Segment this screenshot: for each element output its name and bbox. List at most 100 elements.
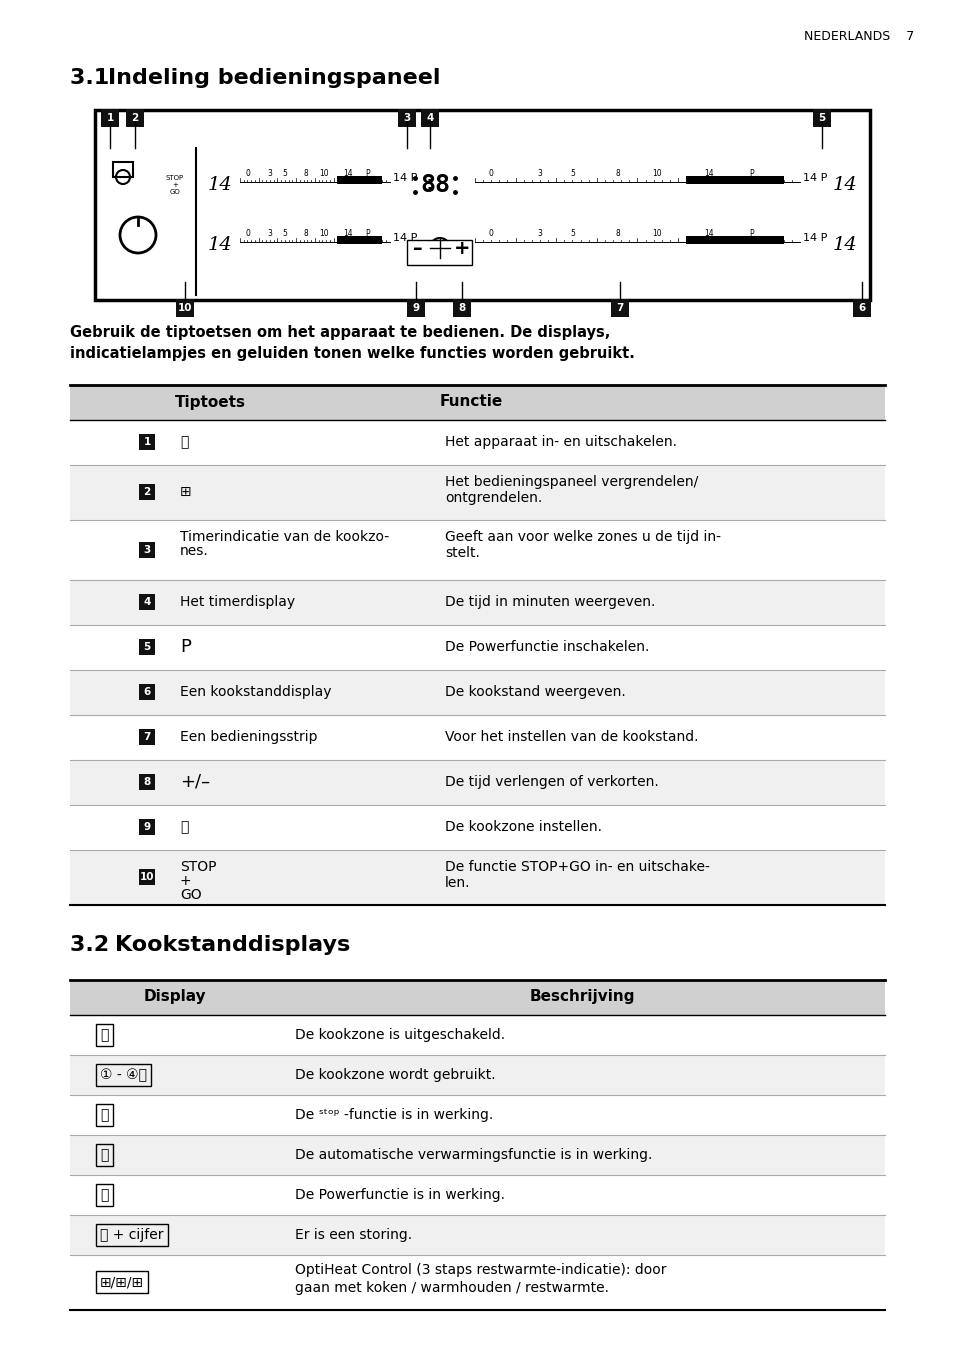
- Text: 3: 3: [537, 169, 542, 178]
- Text: 14: 14: [343, 230, 353, 238]
- Text: ontgrendelen.: ontgrendelen.: [444, 491, 541, 506]
- Text: 88: 88: [419, 173, 450, 197]
- Bar: [70, 850, 884, 904]
- Text: 7: 7: [143, 731, 151, 742]
- Text: OptiHeat Control (3 staps restwarmte-indicatie): door: OptiHeat Control (3 staps restwarmte-ind…: [294, 1263, 666, 1278]
- Text: De kookstand weergeven.: De kookstand weergeven.: [444, 685, 625, 699]
- FancyBboxPatch shape: [407, 299, 424, 316]
- Text: –: –: [413, 238, 422, 257]
- Text: De Powerfunctie inschakelen.: De Powerfunctie inschakelen.: [444, 639, 649, 654]
- FancyBboxPatch shape: [126, 110, 144, 127]
- Text: 14 P: 14 P: [393, 233, 416, 243]
- Text: 5: 5: [818, 114, 824, 123]
- Text: len.: len.: [444, 876, 470, 890]
- Text: 14 P: 14 P: [393, 173, 416, 183]
- Text: 0: 0: [488, 230, 493, 238]
- Text: P: P: [180, 638, 191, 656]
- Text: Het timerdisplay: Het timerdisplay: [180, 595, 294, 608]
- Text: 3: 3: [267, 169, 273, 178]
- Text: ⒮: ⒮: [100, 1028, 109, 1042]
- Bar: [70, 385, 884, 420]
- Bar: [95, 110, 869, 300]
- Text: 6: 6: [143, 687, 151, 698]
- Text: 14: 14: [832, 237, 857, 254]
- Text: ① - ④⒮: ① - ④⒮: [100, 1068, 147, 1082]
- Text: 8: 8: [457, 303, 465, 314]
- Text: 4: 4: [426, 114, 434, 123]
- Bar: [70, 580, 884, 625]
- Text: gaan met koken / warmhouden / restwarmte.: gaan met koken / warmhouden / restwarmte…: [294, 1280, 608, 1295]
- Text: P: P: [748, 230, 753, 238]
- Text: De kookzone instellen.: De kookzone instellen.: [444, 821, 601, 834]
- FancyBboxPatch shape: [139, 729, 154, 745]
- Text: ⊞/⊞/⊞: ⊞/⊞/⊞: [100, 1275, 144, 1288]
- Text: ⓘ: ⓘ: [180, 821, 188, 834]
- Text: 14 P: 14 P: [802, 173, 826, 183]
- FancyBboxPatch shape: [812, 110, 830, 127]
- Text: 0: 0: [488, 169, 493, 178]
- Text: 5: 5: [282, 169, 287, 178]
- Text: 10: 10: [177, 303, 193, 314]
- Text: +/–: +/–: [180, 773, 210, 791]
- Text: +: +: [180, 873, 192, 888]
- Bar: [112, 162, 132, 177]
- Text: :: :: [425, 174, 434, 195]
- Text: Display: Display: [144, 990, 206, 1005]
- Text: 8: 8: [303, 169, 308, 178]
- Text: 5: 5: [570, 230, 575, 238]
- Text: De Powerfunctie is in werking.: De Powerfunctie is in werking.: [294, 1188, 504, 1202]
- FancyBboxPatch shape: [139, 639, 154, 654]
- Text: 14: 14: [703, 230, 713, 238]
- Text: Ⓟ: Ⓟ: [100, 1188, 109, 1202]
- Text: 10: 10: [319, 230, 329, 238]
- Text: STOP
+
GO: STOP + GO: [166, 174, 184, 195]
- Text: 14: 14: [343, 169, 353, 178]
- Text: 14 P: 14 P: [802, 233, 826, 243]
- Bar: [337, 176, 382, 184]
- Text: P: P: [748, 169, 753, 178]
- Text: 10: 10: [319, 169, 329, 178]
- Text: 14: 14: [208, 237, 233, 254]
- Text: De ˢᵗᵒᵖ -functie is in werking.: De ˢᵗᵒᵖ -functie is in werking.: [294, 1109, 493, 1122]
- Text: 9: 9: [412, 303, 419, 314]
- Text: 10: 10: [139, 872, 154, 882]
- Text: 2: 2: [132, 114, 138, 123]
- Text: 2: 2: [143, 487, 151, 498]
- FancyBboxPatch shape: [610, 299, 628, 316]
- Bar: [70, 980, 884, 1015]
- Text: NEDERLANDS    7: NEDERLANDS 7: [803, 30, 913, 43]
- Text: Ⓐ: Ⓐ: [100, 1148, 109, 1161]
- Bar: [70, 1215, 884, 1255]
- Text: 3.1: 3.1: [70, 68, 117, 88]
- Text: 5: 5: [570, 169, 575, 178]
- Text: Voor het instellen van de kookstand.: Voor het instellen van de kookstand.: [444, 730, 698, 744]
- Bar: [70, 1055, 884, 1095]
- Text: De automatische verwarmingsfunctie is in werking.: De automatische verwarmingsfunctie is in…: [294, 1148, 652, 1161]
- Text: Ⓔ + cijfer: Ⓔ + cijfer: [100, 1228, 163, 1242]
- Text: Geeft aan voor welke zones u de tijd in-: Geeft aan voor welke zones u de tijd in-: [444, 530, 720, 544]
- Text: 3: 3: [267, 230, 273, 238]
- Bar: [70, 671, 884, 715]
- Text: De kookzone is uitgeschakeld.: De kookzone is uitgeschakeld.: [294, 1028, 504, 1042]
- Text: STOP: STOP: [180, 860, 216, 873]
- FancyBboxPatch shape: [852, 299, 870, 316]
- Text: 0: 0: [245, 169, 250, 178]
- Text: De kookzone wordt gebruikt.: De kookzone wordt gebruikt.: [294, 1068, 496, 1082]
- FancyBboxPatch shape: [420, 110, 438, 127]
- Text: 10: 10: [652, 169, 661, 178]
- Bar: [70, 760, 884, 804]
- Text: 8: 8: [615, 230, 619, 238]
- Text: Beschrijving: Beschrijving: [529, 990, 634, 1005]
- Text: Er is een storing.: Er is een storing.: [294, 1228, 412, 1242]
- Text: 8: 8: [615, 169, 619, 178]
- Text: Het bedieningspaneel vergrendelen/: Het bedieningspaneel vergrendelen/: [444, 475, 698, 489]
- Text: Een bedieningsstrip: Een bedieningsstrip: [180, 730, 317, 744]
- Text: 14: 14: [832, 176, 857, 193]
- FancyBboxPatch shape: [139, 684, 154, 700]
- Text: 5: 5: [282, 230, 287, 238]
- Text: 9: 9: [143, 822, 151, 831]
- Text: 7: 7: [616, 303, 623, 314]
- FancyBboxPatch shape: [397, 110, 416, 127]
- Text: nes.: nes.: [180, 544, 209, 558]
- Text: Ⓤ: Ⓤ: [100, 1109, 109, 1122]
